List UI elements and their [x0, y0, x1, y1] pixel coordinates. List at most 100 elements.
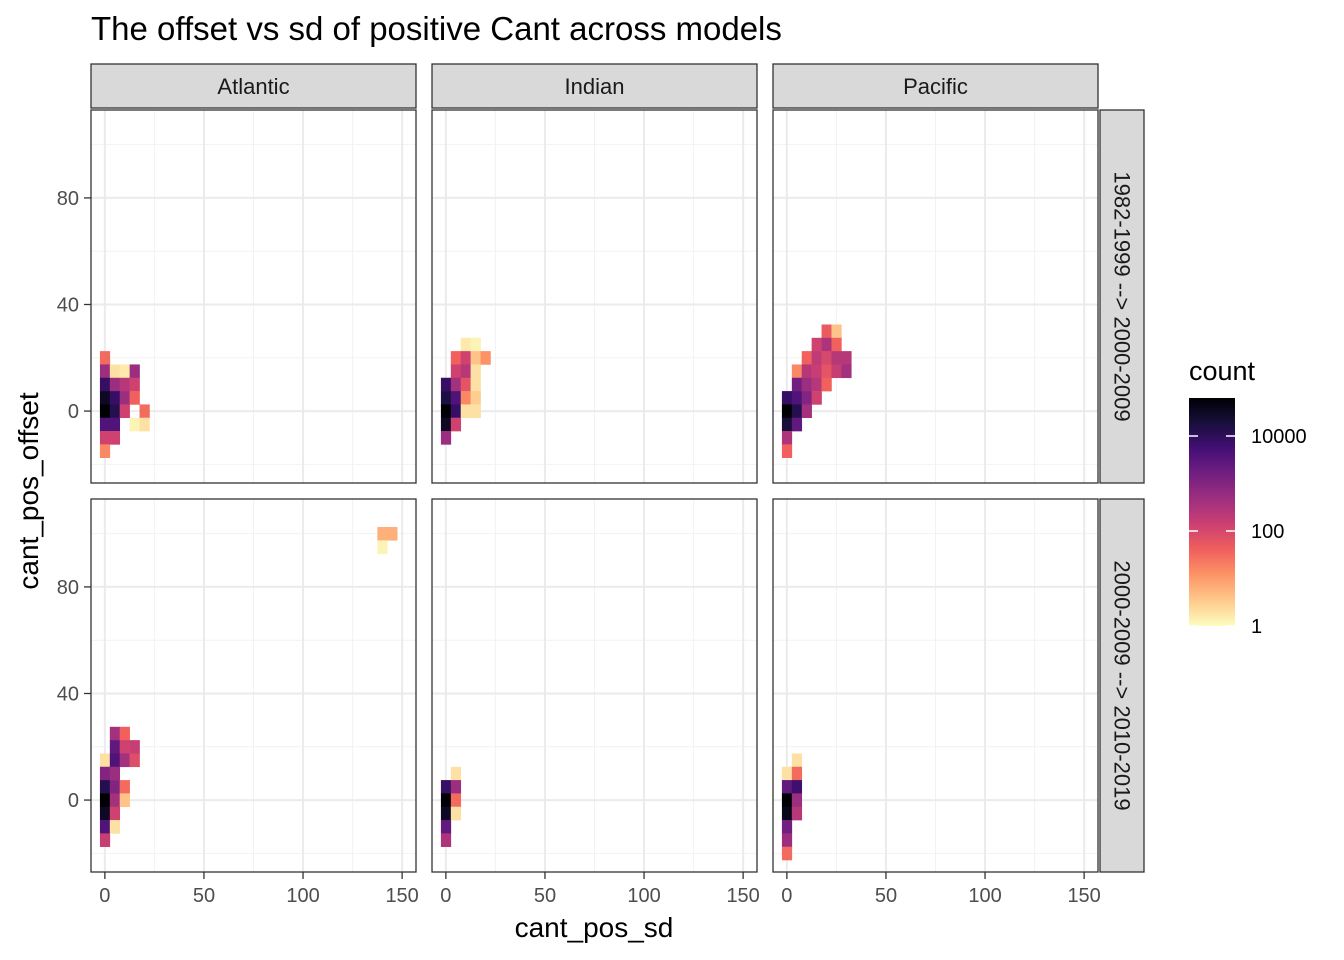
- strip-background: [772, 63, 1099, 109]
- x-tick-label: 50: [193, 885, 215, 907]
- heatmap-tile: [791, 391, 803, 405]
- panel-border: [772, 498, 1099, 873]
- heatmap-tile: [109, 726, 121, 741]
- panel-indian-row-1: [431, 109, 758, 484]
- heatmap-tile: [99, 444, 111, 458]
- heatmap-tile: [99, 391, 111, 405]
- heatmap-tile: [801, 351, 812, 365]
- heatmap-tile: [781, 846, 793, 861]
- heatmap-tile: [801, 404, 812, 419]
- panel-pacific-row-2: [772, 498, 1099, 873]
- heatmap-tile: [791, 766, 803, 781]
- strip-pacific: Pacific: [772, 63, 1099, 109]
- heatmap-tile: [99, 820, 111, 834]
- heatmap-tile: [450, 780, 462, 794]
- x-tick-label: 100: [968, 885, 1001, 907]
- heatmap-tile: [821, 337, 832, 352]
- heatmap-tile: [119, 377, 130, 392]
- legend-tick-label: 10000: [1251, 426, 1307, 448]
- heatmap-tile: [109, 431, 121, 445]
- heatmap-tile: [129, 391, 140, 405]
- heatmap-tile: [99, 833, 111, 847]
- x-tick-label: 50: [875, 885, 897, 907]
- heatmap-tile: [129, 377, 140, 392]
- strip-row-1: 1982-1999 --> 2000-2009: [1099, 109, 1145, 484]
- heatmap-tile: [450, 364, 462, 379]
- heatmap-tile: [450, 793, 462, 808]
- heatmap-tile: [109, 793, 121, 808]
- heatmap-tile: [460, 391, 471, 405]
- heatmap-tile: [450, 351, 462, 365]
- heatmap-tile: [821, 377, 832, 392]
- heatmap-tile: [811, 351, 822, 365]
- heatmap-tile: [831, 324, 842, 339]
- heatmap-tile: [841, 364, 852, 379]
- x-tick-label: 0: [440, 885, 451, 907]
- heatmap-tile: [470, 404, 481, 419]
- heatmap-tile: [139, 417, 150, 432]
- y-tick-label: 40: [57, 683, 79, 705]
- heatmap-tile: [791, 753, 803, 768]
- strip-atlantic: Atlantic: [90, 63, 417, 109]
- heatmap-tile: [470, 364, 481, 379]
- heatmap-tile: [377, 540, 388, 554]
- heatmap-tile: [791, 364, 803, 379]
- strip-background: [90, 63, 417, 109]
- heatmap-tile: [99, 806, 111, 821]
- heatmap-tile: [781, 404, 793, 419]
- heatmap-tile: [119, 793, 130, 808]
- heatmap-tile: [119, 404, 130, 419]
- heatmap-tile: [440, 391, 452, 405]
- heatmap-tile: [841, 351, 852, 365]
- panel-border: [90, 498, 417, 873]
- heatmap-tile: [99, 766, 111, 781]
- y-axis-label: cant_pos_offset: [13, 392, 44, 589]
- heatmap-tile: [480, 351, 491, 365]
- y-tick-label: 40: [57, 294, 79, 316]
- heatmap-tile: [109, 806, 121, 821]
- heatmap-tile: [119, 391, 130, 405]
- x-tick-label: 150: [726, 885, 759, 907]
- strip-indian: Indian: [431, 63, 758, 109]
- panel-border: [772, 109, 1099, 484]
- heatmap-tile: [109, 780, 121, 794]
- heatmap-tile: [821, 351, 832, 365]
- heatmap-tile: [99, 793, 111, 808]
- heatmap-tile: [119, 740, 130, 754]
- y-tick-label: 80: [57, 577, 79, 599]
- y-tick-label: 0: [68, 401, 79, 423]
- heatmap-tile: [109, 740, 121, 754]
- heatmap-tile: [99, 377, 111, 392]
- heatmap-tile: [460, 351, 471, 365]
- heatmap-tile: [781, 833, 793, 847]
- heatmap-tile: [460, 337, 471, 352]
- heatmap-tile: [781, 820, 793, 834]
- heatmap-tile: [791, 417, 803, 432]
- heatmap-tile: [440, 780, 452, 794]
- x-tick-label: 100: [627, 885, 660, 907]
- strip-label: Indian: [565, 74, 625, 99]
- strip-label: Atlantic: [217, 74, 289, 99]
- heatmap-tile: [450, 766, 462, 781]
- legend-title: count: [1189, 356, 1256, 386]
- panel-border: [431, 109, 758, 484]
- heatmap-tile: [99, 431, 111, 445]
- heatmap-tile: [781, 391, 793, 405]
- heatmap-tile: [440, 793, 452, 808]
- heatmap-tile: [109, 417, 121, 432]
- heatmap-tile: [129, 740, 140, 754]
- heatmap-tile: [387, 526, 398, 541]
- heatmap-tile: [440, 820, 452, 834]
- x-tick-label: 0: [99, 885, 110, 907]
- heatmap-tile: [109, 753, 121, 768]
- heatmap-tile: [440, 833, 452, 847]
- heatmap-tile: [109, 766, 121, 781]
- strip-label: Pacific: [903, 74, 968, 99]
- heatmap-tile: [139, 404, 150, 419]
- heatmap-tile: [99, 780, 111, 794]
- heatmap-tile: [811, 337, 822, 352]
- heatmap-tile: [801, 364, 812, 379]
- heatmap-tile: [791, 377, 803, 392]
- heatmap-tile: [801, 391, 812, 405]
